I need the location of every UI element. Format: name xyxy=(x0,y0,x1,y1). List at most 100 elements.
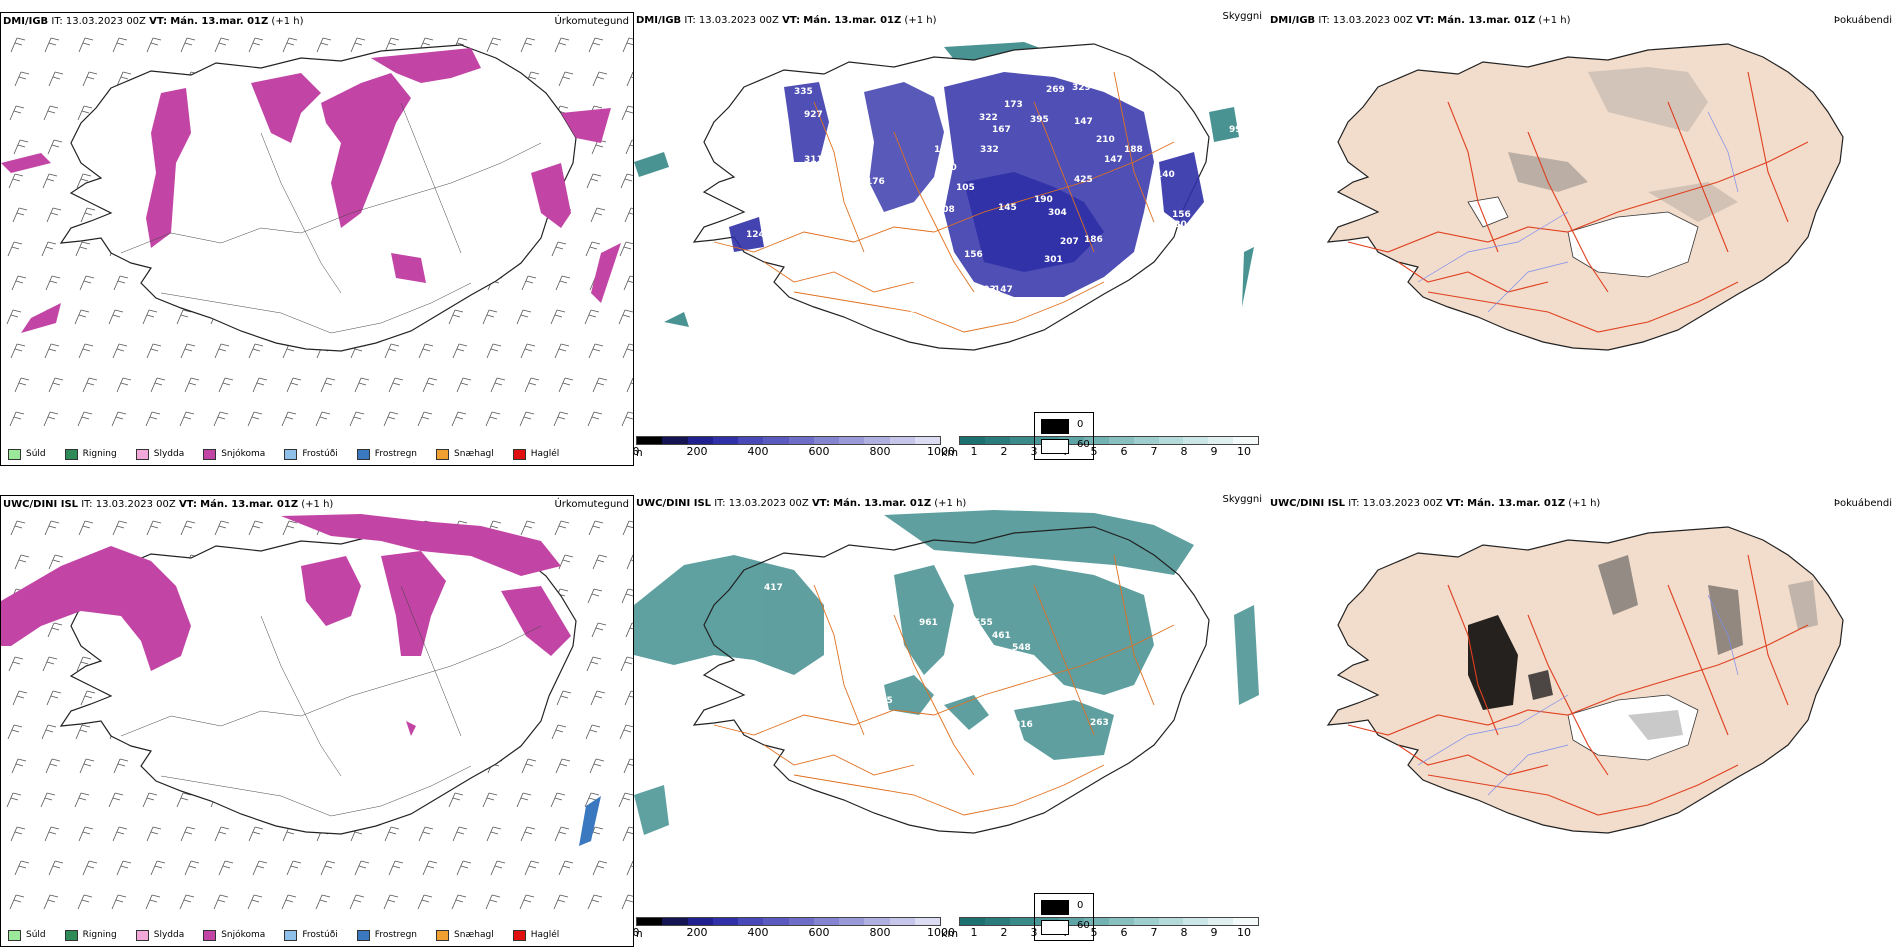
wind-barb xyxy=(591,622,607,638)
wind-barb xyxy=(316,37,332,53)
wind-barb xyxy=(384,343,400,359)
wind-barb xyxy=(112,520,128,536)
iceland-land xyxy=(1326,526,1844,834)
cloudbase-label: 311 xyxy=(804,155,823,165)
wind-barb xyxy=(486,37,502,53)
visibility-areas xyxy=(634,510,1259,835)
legend-item: Frostregn xyxy=(356,929,417,941)
cloudbase-label: 927 xyxy=(804,110,823,120)
wind-barb xyxy=(553,411,569,427)
colorbar-swatch xyxy=(1208,918,1234,925)
rivers xyxy=(1417,111,1739,313)
wind-barb xyxy=(554,343,570,359)
wind-barb xyxy=(116,71,132,87)
colorbar-swatch xyxy=(662,437,688,444)
colorbar-tick: 5 xyxy=(1090,926,1098,939)
wind-barb xyxy=(112,37,128,53)
cloudbase-label: 301 xyxy=(1044,255,1063,265)
wind-barb xyxy=(41,241,57,257)
wind-barb xyxy=(482,792,498,808)
wind-barb xyxy=(621,105,633,121)
wind-barb xyxy=(44,826,60,842)
wind-barb xyxy=(14,554,30,570)
wind-barb xyxy=(248,520,264,536)
wind-barb xyxy=(486,826,502,842)
wind-barb xyxy=(555,758,571,774)
fog-legend: 0 60 xyxy=(1034,893,1094,941)
visibility-ticks: 12345678910 xyxy=(959,926,1259,940)
legend-label: Rigning xyxy=(82,449,117,459)
legend-label: Haglél xyxy=(530,930,560,940)
cloudbase-label: 418 xyxy=(744,703,763,713)
legend-swatch xyxy=(284,929,298,941)
wind-barb xyxy=(586,173,602,189)
wind-barb xyxy=(184,860,200,876)
colorbar-swatch xyxy=(1233,437,1258,444)
wind-barb xyxy=(213,894,229,910)
fog-on-glacier xyxy=(1628,710,1683,740)
wind-barb xyxy=(586,656,602,672)
wind-barb xyxy=(9,411,25,427)
cloudbase-label: 210 xyxy=(1096,135,1115,145)
cloudbase-label: 203 xyxy=(977,285,996,295)
cloudbase-label: 305 xyxy=(874,696,893,706)
wind-barb xyxy=(519,411,535,427)
wind-barb xyxy=(77,411,93,427)
wind-barb xyxy=(46,690,62,706)
legend-swatch xyxy=(512,929,526,941)
wind-barb xyxy=(179,411,195,427)
legend-label: Rigning xyxy=(82,930,117,940)
fog-high-swatch xyxy=(1041,419,1069,434)
wind-barb xyxy=(13,139,29,155)
cloudbase-label: 961 xyxy=(919,618,938,628)
wind-barb xyxy=(320,860,336,876)
wind-barb xyxy=(490,377,506,393)
cloudbase-ticks: 0 200 400 600 800 1000 xyxy=(632,926,956,940)
wind-barb xyxy=(116,377,132,393)
wind-barb xyxy=(486,343,502,359)
rivers xyxy=(1417,594,1739,796)
panel-header: DMI/IGB IT: 13.03.2023 00Z VT: Mán. 13.m… xyxy=(636,15,937,26)
wind-barb xyxy=(516,792,532,808)
wind-barb xyxy=(176,792,192,808)
colorbar-swatch xyxy=(1084,918,1109,925)
precip-map xyxy=(1,37,633,427)
colorbar-tick: 0 xyxy=(632,926,640,939)
legend-item: Frostregn xyxy=(356,448,417,460)
wind-barb xyxy=(47,139,63,155)
cloud-panel-top: DMI/IGB IT: 13.03.2023 00Z VT: Mán. 13.m… xyxy=(632,11,1268,466)
wind-barb xyxy=(74,309,90,325)
colorbar-swatch xyxy=(1059,437,1085,444)
cloudbase-label: 167 xyxy=(992,125,1011,135)
wind-barb xyxy=(48,554,64,570)
cloudbase-label: 128 xyxy=(881,250,900,260)
wind-barb xyxy=(10,826,26,842)
colorbar-swatch xyxy=(889,437,915,444)
visibility-ticks: 12345678910 xyxy=(959,445,1259,459)
colorbar-tick: 1 xyxy=(970,926,978,939)
colorbar-tick: 1000 xyxy=(927,926,955,939)
legend-item: Frostúði xyxy=(284,448,338,460)
colorbar-swatch xyxy=(1108,918,1134,925)
fog-high-swatch xyxy=(1041,900,1069,915)
wind-barb xyxy=(75,724,91,740)
wind-barb xyxy=(520,37,536,53)
cloudbase-label: 156 xyxy=(964,250,983,260)
wind-barb xyxy=(618,309,633,325)
wind-barb xyxy=(417,411,433,427)
fog-panel-top: DMI/IGB IT: 13.03.2023 00Z VT: Mán. 13.m… xyxy=(1034,12,1900,466)
wind-barb xyxy=(146,37,162,53)
colorbar-swatch xyxy=(889,918,915,925)
cloudbase-label: 269 xyxy=(1046,85,1065,95)
wind-barb xyxy=(75,241,91,257)
wind-barb xyxy=(320,377,336,393)
cloudbase-unit: m xyxy=(632,446,643,459)
roads-precip xyxy=(120,102,542,334)
colorbar-swatch xyxy=(662,918,688,925)
wind-barb xyxy=(519,894,535,910)
wind-barb xyxy=(558,71,574,87)
wind-barb xyxy=(176,309,192,325)
wind-barb xyxy=(585,724,601,740)
